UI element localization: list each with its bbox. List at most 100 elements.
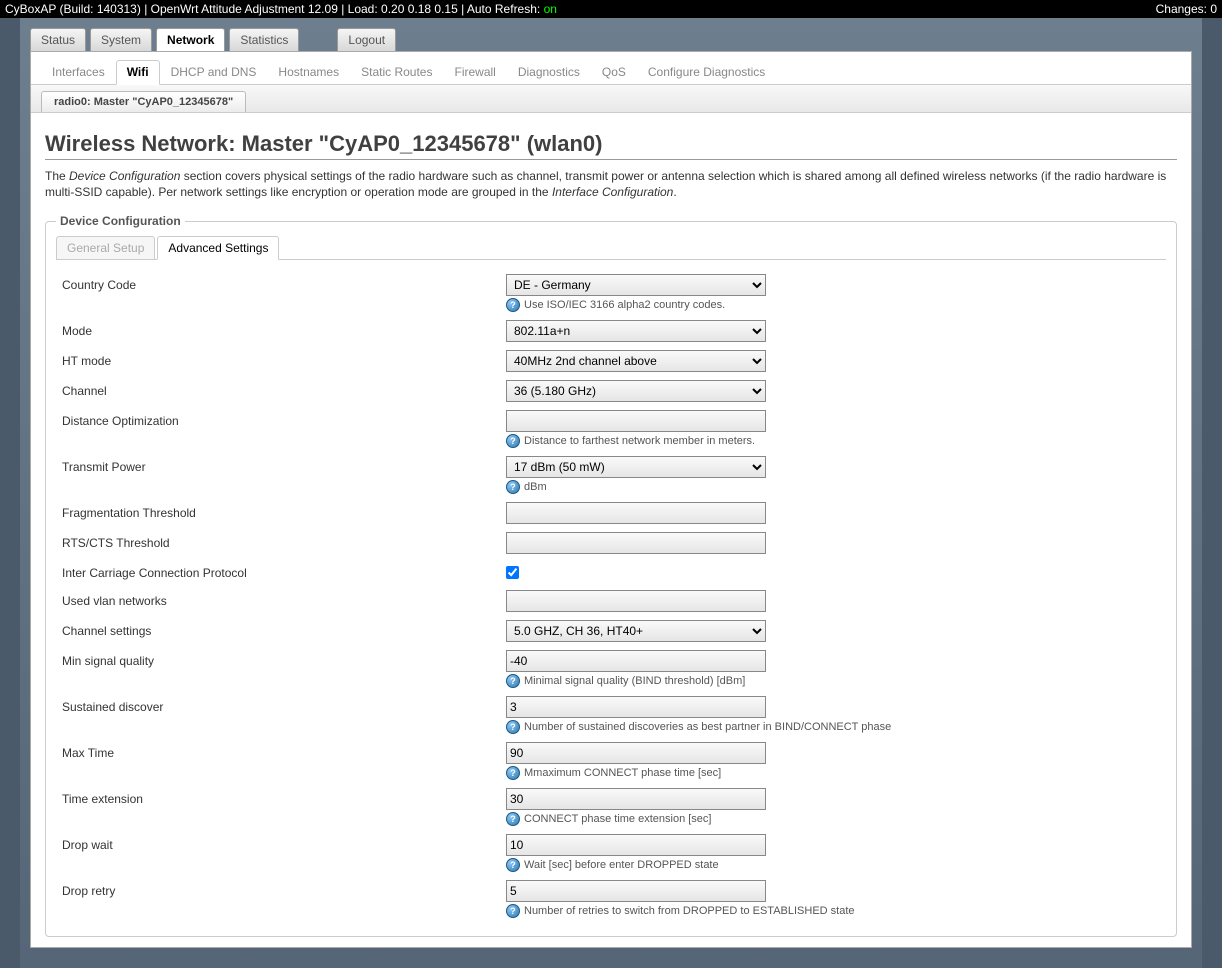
subtab-firewall[interactable]: Firewall [443, 60, 506, 84]
field-chansettings: Channel settings 5.0 GHZ, CH 36, HT40+ [56, 616, 1166, 646]
label-usedvlan: Used vlan networks [56, 590, 506, 608]
input-usedvlan[interactable] [506, 590, 766, 612]
fieldset-legend: Device Configuration [56, 214, 185, 228]
field-distance: Distance Optimization ?Distance to farth… [56, 406, 1166, 452]
field-usedvlan: Used vlan networks [56, 586, 1166, 616]
top-bar: CyBoxAP (Build: 140313) | OpenWrt Attitu… [0, 0, 1222, 18]
hint-minsignal: ?Minimal signal quality (BIND threshold)… [506, 674, 1166, 688]
select-chansettings[interactable]: 5.0 GHZ, CH 36, HT40+ [506, 620, 766, 642]
input-rtscts[interactable] [506, 532, 766, 554]
hint-timeext: ?CONNECT phase time extension [sec] [506, 812, 1166, 826]
subtab-configure-diagnostics[interactable]: Configure Diagnostics [637, 60, 776, 84]
select-country-code[interactable]: DE - Germany [506, 274, 766, 296]
hint-country-code: ?Use ISO/IEC 3166 alpha2 country codes. [506, 298, 1166, 312]
hint-dropretry: ?Number of retries to switch from DROPPE… [506, 904, 1166, 918]
input-maxtime[interactable] [506, 742, 766, 764]
info-icon: ? [506, 904, 520, 918]
label-chansettings: Channel settings [56, 620, 506, 638]
input-dropretry[interactable] [506, 880, 766, 902]
label-distance: Distance Optimization [56, 410, 506, 428]
label-minsignal: Min signal quality [56, 650, 506, 668]
subtab-diagnostics[interactable]: Diagnostics [507, 60, 591, 84]
tab-network[interactable]: Network [156, 28, 225, 51]
tab-status[interactable]: Status [30, 28, 86, 51]
page-panel: Interfaces Wifi DHCP and DNS Hostnames S… [30, 51, 1192, 948]
field-iccp: Inter Carriage Connection Protocol [56, 558, 1166, 586]
tab-system[interactable]: System [90, 28, 152, 51]
config-tabs: General Setup Advanced Settings [56, 236, 1166, 260]
radio-tab-radio0[interactable]: radio0: Master "CyAP0_12345678" [41, 91, 246, 112]
radio-tabs: radio0: Master "CyAP0_12345678" [31, 85, 1191, 113]
subtab-qos[interactable]: QoS [591, 60, 637, 84]
tab-advanced-settings[interactable]: Advanced Settings [157, 236, 279, 260]
field-fragthresh: Fragmentation Threshold [56, 498, 1166, 528]
field-dropretry: Drop retry ?Number of retries to switch … [56, 876, 1166, 922]
input-fragthresh[interactable] [506, 502, 766, 524]
label-country-code: Country Code [56, 274, 506, 292]
primary-tabs: Status System Network Statistics Logout [20, 18, 1202, 51]
field-mode: Mode 802.11a+n [56, 316, 1166, 346]
label-mode: Mode [56, 320, 506, 338]
main-container: Status System Network Statistics Logout … [20, 18, 1202, 968]
field-timeext: Time extension ?CONNECT phase time exten… [56, 784, 1166, 830]
subtab-interfaces[interactable]: Interfaces [41, 60, 116, 84]
info-icon: ? [506, 812, 520, 826]
tab-general-setup[interactable]: General Setup [56, 236, 155, 260]
field-txpower: Transmit Power 17 dBm (50 mW) ?dBm [56, 452, 1166, 498]
field-rtscts: RTS/CTS Threshold [56, 528, 1166, 558]
device-configuration-fieldset: Device Configuration General Setup Advan… [45, 214, 1177, 937]
page-description: The Device Configuration section covers … [45, 168, 1177, 200]
auto-refresh-status: on [544, 2, 557, 16]
input-dropwait[interactable] [506, 834, 766, 856]
label-dropretry: Drop retry [56, 880, 506, 898]
field-channel: Channel 36 (5.180 GHz) [56, 376, 1166, 406]
tab-logout[interactable]: Logout [337, 28, 396, 51]
subtab-static-routes[interactable]: Static Routes [350, 60, 443, 84]
secondary-tabs: Interfaces Wifi DHCP and DNS Hostnames S… [31, 52, 1191, 85]
subtab-hostnames[interactable]: Hostnames [267, 60, 350, 84]
field-country-code: Country Code DE - Germany ?Use ISO/IEC 3… [56, 270, 1166, 316]
label-txpower: Transmit Power [56, 456, 506, 474]
hint-maxtime: ?Mmaximum CONNECT phase time [sec] [506, 766, 1166, 780]
info-icon: ? [506, 720, 520, 734]
field-ht-mode: HT mode 40MHz 2nd channel above [56, 346, 1166, 376]
hint-distance: ?Distance to farthest network member in … [506, 434, 1166, 448]
topbar-left: CyBoxAP (Build: 140313) | OpenWrt Attitu… [5, 2, 557, 16]
info-icon: ? [506, 674, 520, 688]
input-minsignal[interactable] [506, 650, 766, 672]
tab-statistics[interactable]: Statistics [229, 28, 299, 51]
input-sustained[interactable] [506, 696, 766, 718]
hint-sustained: ?Number of sustained discoveries as best… [506, 720, 1166, 734]
label-rtscts: RTS/CTS Threshold [56, 532, 506, 550]
subtab-dhcp[interactable]: DHCP and DNS [160, 60, 268, 84]
info-icon: ? [506, 434, 520, 448]
info-icon: ? [506, 858, 520, 872]
input-timeext[interactable] [506, 788, 766, 810]
select-txpower[interactable]: 17 dBm (50 mW) [506, 456, 766, 478]
label-timeext: Time extension [56, 788, 506, 806]
info-icon: ? [506, 766, 520, 780]
hint-txpower: ?dBm [506, 480, 1166, 494]
checkbox-iccp[interactable] [506, 566, 519, 579]
info-icon: ? [506, 480, 520, 494]
input-distance[interactable] [506, 410, 766, 432]
subtab-wifi[interactable]: Wifi [116, 60, 160, 85]
select-mode[interactable]: 802.11a+n [506, 320, 766, 342]
label-channel: Channel [56, 380, 506, 398]
label-ht-mode: HT mode [56, 350, 506, 368]
page-title: Wireless Network: Master "CyAP0_12345678… [45, 131, 1177, 160]
field-maxtime: Max Time ?Mmaximum CONNECT phase time [s… [56, 738, 1166, 784]
label-iccp: Inter Carriage Connection Protocol [56, 562, 506, 580]
hint-dropwait: ?Wait [sec] before enter DROPPED state [506, 858, 1166, 872]
topbar-text: CyBoxAP (Build: 140313) | OpenWrt Attitu… [5, 2, 544, 16]
field-sustained: Sustained discover ?Number of sustained … [56, 692, 1166, 738]
label-dropwait: Drop wait [56, 834, 506, 852]
field-minsignal: Min signal quality ?Minimal signal quali… [56, 646, 1166, 692]
label-maxtime: Max Time [56, 742, 506, 760]
label-sustained: Sustained discover [56, 696, 506, 714]
content-area: Wireless Network: Master "CyAP0_12345678… [31, 113, 1191, 947]
label-fragthresh: Fragmentation Threshold [56, 502, 506, 520]
select-channel[interactable]: 36 (5.180 GHz) [506, 380, 766, 402]
select-ht-mode[interactable]: 40MHz 2nd channel above [506, 350, 766, 372]
field-dropwait: Drop wait ?Wait [sec] before enter DROPP… [56, 830, 1166, 876]
